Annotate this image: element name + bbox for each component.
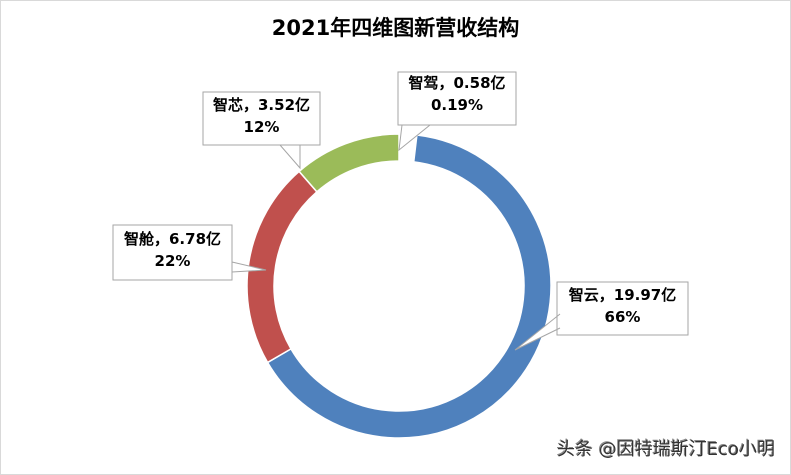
slice-value: 6.78亿 — [169, 230, 222, 248]
callout-box-0 — [397, 71, 517, 152]
slice-name: 智舱 — [123, 230, 154, 248]
callout-box-2 — [112, 224, 267, 281]
watermark: 头条 @因特瑞斯汀Eco小明 — [556, 439, 775, 460]
slice-percent: 22% — [154, 252, 191, 270]
donut-slice-1 — [266, 134, 552, 439]
slice-percent: 12% — [243, 118, 280, 136]
chart-title: 2021年四维图新营收结构 — [271, 16, 520, 40]
callout-box-1 — [514, 281, 689, 351]
slice-value: 0.58亿 — [453, 74, 506, 92]
slice-name: 智芯 — [212, 96, 243, 114]
slice-value: 3.52亿 — [258, 96, 311, 114]
donut-slice-2 — [246, 170, 318, 364]
callout-zhijia: 智驾，0.58亿 0.19% — [398, 72, 516, 116]
callout-zhiyun: 智云，19.97亿 66% — [557, 284, 688, 328]
slice-name: 智驾 — [408, 74, 439, 92]
callout-zhicang: 智舱，6.78亿 22% — [113, 228, 232, 272]
callout-zhixin: 智芯，3.52亿 12% — [203, 94, 320, 138]
slice-percent: 66% — [604, 308, 641, 326]
slice-value: 19.97亿 — [613, 286, 677, 304]
slice-name: 智云 — [568, 286, 599, 304]
slice-percent: 0.19% — [430, 96, 484, 114]
callout-box-3 — [202, 91, 321, 170]
